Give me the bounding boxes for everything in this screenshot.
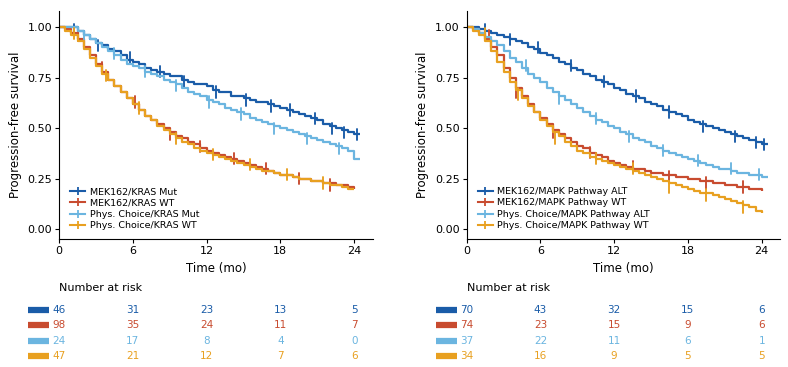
Text: Number at risk: Number at risk (59, 283, 142, 294)
Legend: MEK162/MAPK Pathway ALT, MEK162/MAPK Pathway WT, Phys. Choice/MAPK Pathway ALT, : MEK162/MAPK Pathway ALT, MEK162/MAPK Pat… (478, 187, 650, 230)
Text: 21: 21 (126, 351, 139, 361)
Text: 5: 5 (351, 305, 358, 315)
Text: 17: 17 (126, 335, 139, 346)
Text: 43: 43 (533, 305, 547, 315)
Text: 37: 37 (460, 335, 474, 346)
Text: 0: 0 (351, 335, 358, 346)
Text: 4: 4 (277, 335, 284, 346)
Text: 5: 5 (758, 351, 765, 361)
Legend: MEK162/KRAS Mut, MEK162/KRAS WT, Phys. Choice/KRAS Mut, Phys. Choice/KRAS WT: MEK162/KRAS Mut, MEK162/KRAS WT, Phys. C… (70, 187, 199, 230)
Text: 32: 32 (608, 305, 621, 315)
Y-axis label: Progression-free survival: Progression-free survival (416, 52, 429, 199)
Text: 34: 34 (460, 351, 474, 361)
Text: 35: 35 (126, 320, 139, 330)
Text: 7: 7 (277, 351, 284, 361)
Text: 9: 9 (685, 320, 691, 330)
Text: 11: 11 (608, 335, 621, 346)
Text: 11: 11 (273, 320, 287, 330)
X-axis label: Time (mo): Time (mo) (593, 262, 654, 275)
Text: 24: 24 (53, 335, 65, 346)
Text: 23: 23 (533, 320, 547, 330)
Text: 12: 12 (200, 351, 214, 361)
Text: Number at risk: Number at risk (466, 283, 550, 294)
Text: 7: 7 (351, 320, 358, 330)
Text: 47: 47 (53, 351, 65, 361)
Y-axis label: Progression-free survival: Progression-free survival (9, 52, 22, 199)
Text: 13: 13 (273, 305, 287, 315)
Text: 9: 9 (611, 351, 618, 361)
X-axis label: Time (mo): Time (mo) (185, 262, 246, 275)
Text: 70: 70 (460, 305, 474, 315)
Text: 6: 6 (351, 351, 358, 361)
Text: 1: 1 (758, 335, 765, 346)
Text: 98: 98 (53, 320, 65, 330)
Text: 31: 31 (126, 305, 139, 315)
Text: B: B (426, 0, 440, 4)
Text: 6: 6 (685, 335, 691, 346)
Text: 24: 24 (200, 320, 214, 330)
Text: 23: 23 (200, 305, 214, 315)
Text: 15: 15 (682, 305, 694, 315)
Text: 8: 8 (203, 335, 210, 346)
Text: 46: 46 (53, 305, 65, 315)
Text: 22: 22 (533, 335, 547, 346)
Text: 6: 6 (758, 320, 765, 330)
Text: 5: 5 (685, 351, 691, 361)
Text: 15: 15 (608, 320, 621, 330)
Text: 74: 74 (460, 320, 474, 330)
Text: 6: 6 (758, 305, 765, 315)
Text: 16: 16 (533, 351, 547, 361)
Text: A: A (18, 0, 32, 4)
